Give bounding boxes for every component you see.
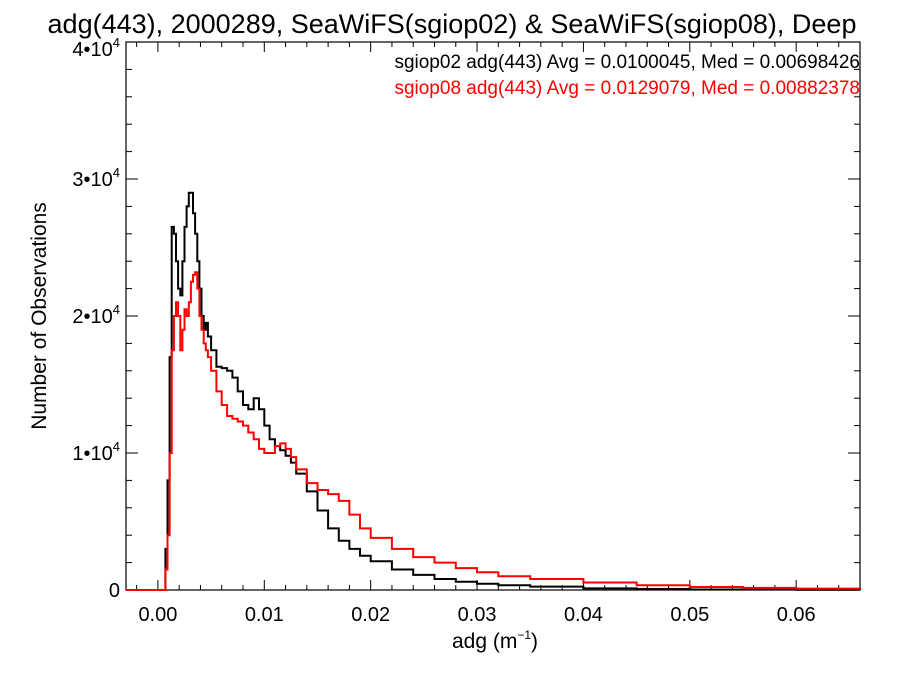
x-tick-label: 0.04 <box>564 604 603 626</box>
x-axis-label-close: ) <box>531 630 538 653</box>
axis-ticks <box>126 41 861 591</box>
x-tick-label: 0.05 <box>670 604 709 626</box>
x-axis-label-main: adg (m <box>452 630 517 653</box>
y-tick-label: 4•104 <box>72 35 120 61</box>
legend-entry-sgiop08: sgiop08 adg(443) Avg = 0.0129079, Med = … <box>394 78 860 99</box>
x-tick-label: 0.00 <box>138 604 177 626</box>
series-line-sgiop02 <box>126 191 861 591</box>
x-axis-label: adg (m−1) <box>452 628 538 653</box>
y-tick-label: 1•104 <box>72 439 120 465</box>
chart-title: adg(443), 2000289, SeaWiFS(sgiop02) & Se… <box>48 9 857 39</box>
x-tick-label: 0.02 <box>351 604 390 626</box>
x-tick-label: 0.06 <box>777 604 816 626</box>
x-axis-label-exponent: −1 <box>517 628 531 642</box>
tick-labels: 0.00 0.01 0.02 0.03 0.04 0.05 0.06 0 1•104 2•104 3… <box>72 35 815 626</box>
y-axis-label: Number of Observations <box>28 202 51 430</box>
x-tick-label: 0.03 <box>458 604 497 626</box>
series-lines <box>126 191 861 591</box>
y-tick-label: 2•104 <box>72 302 120 328</box>
series-line-sgiop08 <box>126 271 861 591</box>
legend-entry-sgiop02: sgiop02 adg(443) Avg = 0.0100045, Med = … <box>394 52 860 73</box>
y-tick-label: 3•104 <box>72 165 120 191</box>
plot-area <box>125 41 861 591</box>
x-tick-label: 0.01 <box>245 604 284 626</box>
y-tick-label: 0 <box>109 580 120 602</box>
